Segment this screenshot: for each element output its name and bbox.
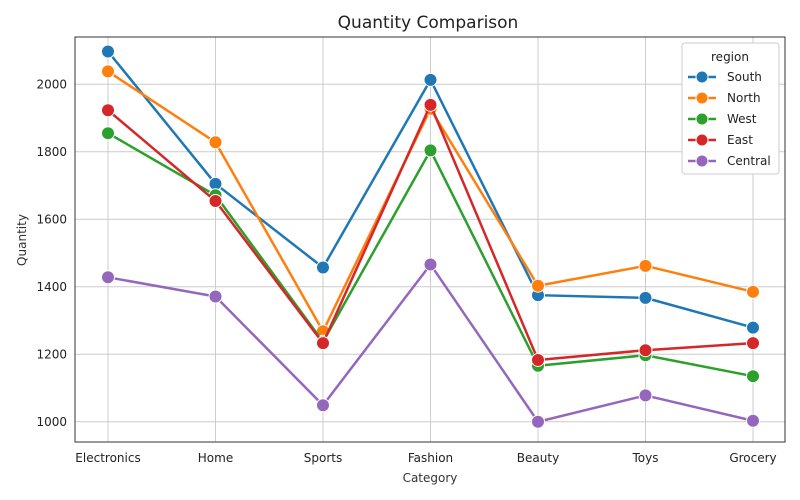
legend-label: North [727, 91, 761, 105]
data-point [101, 126, 115, 141]
data-point [746, 320, 760, 335]
data-point [531, 352, 545, 367]
x-tick-label: Beauty [517, 451, 559, 465]
data-point [208, 289, 223, 304]
data-point [423, 143, 438, 158]
legend-marker [695, 91, 709, 105]
data-point [746, 284, 760, 299]
data-point [638, 388, 653, 403]
legend-marker [695, 112, 709, 126]
grid [75, 37, 785, 442]
series-east [101, 97, 760, 367]
legend-item-south: South [688, 70, 762, 84]
plot-frame [74, 36, 786, 443]
legend-marker [695, 133, 709, 147]
data-point [746, 413, 760, 428]
data-point [746, 336, 760, 351]
x-tick-label: Toys [632, 451, 659, 465]
y-tick-label: 1400 [36, 280, 67, 294]
y-tick-label: 1600 [36, 212, 67, 226]
data-point [531, 414, 545, 429]
data-point [208, 135, 223, 150]
data-point [316, 260, 330, 275]
legend-item-north: North [688, 91, 761, 105]
data-point [101, 103, 115, 118]
x-tick-label: Sports [304, 451, 342, 465]
x-tick-labels: Electronics Home Sports Fashion Beauty Toys Gr… [75, 451, 776, 465]
legend-label: West [727, 112, 757, 126]
data-point [638, 258, 653, 273]
data-point [208, 194, 223, 209]
data-point [531, 278, 545, 293]
data-point [746, 369, 760, 384]
y-tick-label: 2000 [36, 77, 67, 91]
legend-title: region [711, 50, 749, 64]
y-tick-label: 1800 [36, 145, 67, 159]
legend-label: Central [727, 154, 771, 168]
y-tick-label: 1200 [36, 347, 67, 361]
data-point [316, 398, 330, 413]
legend-label: East [727, 133, 753, 147]
series-layer [101, 44, 760, 429]
legend-item-east: East [688, 133, 753, 147]
y-tick-label: 1000 [36, 415, 67, 429]
legend-item-west: West [688, 112, 757, 126]
y-tick-labels: 1000 1200 1400 1600 1800 2000 [36, 77, 67, 429]
data-point [638, 290, 653, 305]
data-point [316, 336, 330, 351]
x-tick-label: Electronics [75, 451, 140, 465]
x-tick-label: Home [198, 451, 233, 465]
data-point [423, 257, 438, 272]
series-south [101, 44, 760, 335]
x-tick-label: Grocery [729, 451, 776, 465]
chart-title: Quantity Comparison [338, 13, 519, 33]
series-central [101, 257, 760, 429]
data-point [101, 44, 115, 59]
legend: region South North West East Central [681, 42, 780, 175]
y-axis-label: Quantity [15, 214, 29, 266]
legend-marker [695, 70, 709, 84]
legend-item-central: Central [688, 154, 771, 168]
data-point [423, 97, 438, 112]
legend-label: South [727, 70, 762, 84]
data-point [101, 64, 115, 79]
data-point [423, 72, 438, 87]
data-point [638, 343, 653, 358]
legend-items: South North West East Central [688, 70, 771, 168]
x-axis-label: Category [403, 471, 458, 485]
data-point [101, 270, 115, 285]
legend-marker [695, 154, 709, 168]
x-tick-label: Fashion [408, 451, 453, 465]
